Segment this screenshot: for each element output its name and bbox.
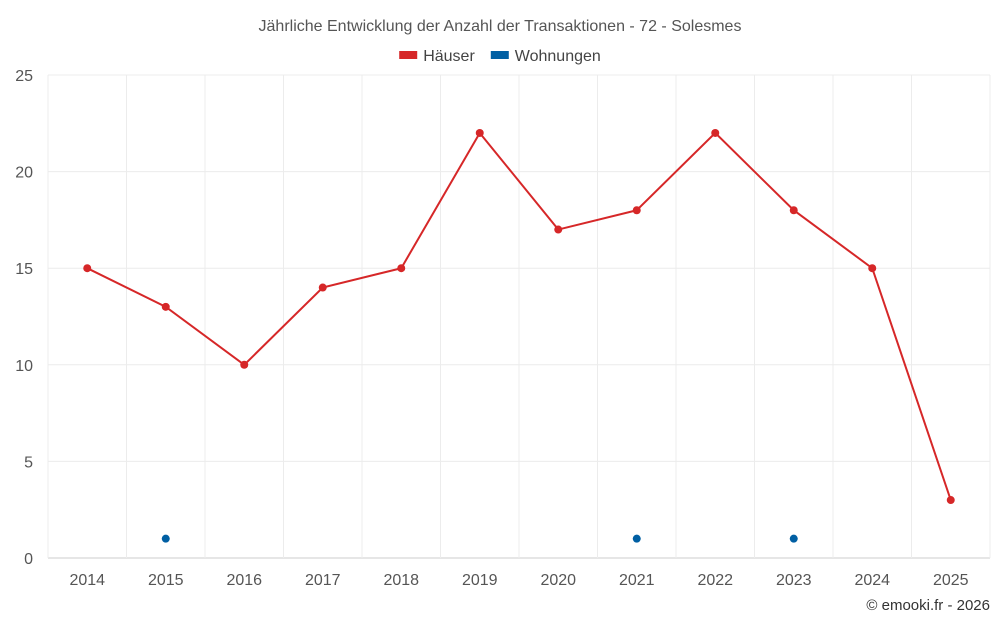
y-tick-label: 0 <box>24 551 33 568</box>
x-tick-label: 2017 <box>305 572 341 589</box>
y-tick-label: 15 <box>15 261 33 278</box>
x-tick-label: 2019 <box>462 572 498 589</box>
x-tick-label: 2014 <box>69 572 105 589</box>
legend-label: Wohnungen <box>515 48 601 65</box>
y-tick-label: 25 <box>15 68 33 85</box>
x-tick-label: 2022 <box>697 572 733 589</box>
data-point <box>711 128 720 137</box>
x-tick-label: 2021 <box>619 572 655 589</box>
legend: Häuser Wohnungen <box>399 48 601 65</box>
data-point <box>83 264 92 273</box>
data-point <box>475 128 484 137</box>
y-tick-label: 20 <box>15 165 33 182</box>
data-point <box>397 264 406 273</box>
grid <box>47 74 991 559</box>
x-tick-label: 2025 <box>933 572 969 589</box>
data-point <box>868 264 877 273</box>
legend-swatch <box>490 51 509 59</box>
legend-label: Häuser <box>423 48 475 65</box>
y-axis: 0 5 10 15 20 25 <box>15 68 33 568</box>
legend-item[interactable]: Wohnungen <box>490 48 601 65</box>
legend-item[interactable]: Häuser <box>399 48 475 65</box>
data-point <box>554 225 563 234</box>
data-point <box>789 534 798 543</box>
data-point <box>632 206 641 215</box>
data-point <box>789 206 798 215</box>
y-tick-label: 10 <box>15 358 33 375</box>
x-tick-label: 2024 <box>854 572 890 589</box>
x-tick-label: 2016 <box>226 572 262 589</box>
data-point <box>946 496 955 505</box>
data-point <box>161 534 170 543</box>
data-point <box>240 360 249 369</box>
series-layer <box>83 128 955 543</box>
credit-text: © emooki.fr - 2026 <box>866 597 990 614</box>
data-point <box>161 302 170 311</box>
chart-title: Jährliche Entwicklung der Anzahl der Tra… <box>259 18 742 35</box>
data-point <box>318 283 327 292</box>
legend-swatch <box>399 51 418 59</box>
series-line <box>86 131 952 501</box>
data-point <box>632 534 641 543</box>
x-axis: 2014 2015 2016 2017 2018 2019 2020 2021 2022 2023… <box>69 572 968 589</box>
x-tick-label: 2018 <box>383 572 419 589</box>
x-tick-label: 2015 <box>148 572 184 589</box>
y-tick-label: 5 <box>24 454 33 471</box>
x-tick-label: 2023 <box>776 572 812 589</box>
x-tick-label: 2020 <box>540 572 576 589</box>
